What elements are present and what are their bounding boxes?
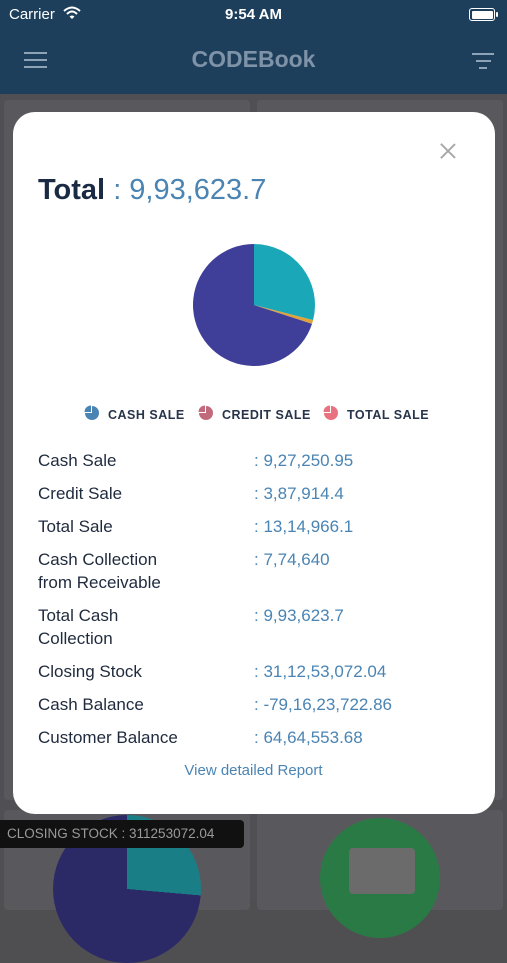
row-value: : 31,12,53,072.04 <box>254 662 387 681</box>
sales-pie-chart <box>193 244 315 366</box>
row-value: : 13,14,966.1 <box>254 517 354 536</box>
filter-icon[interactable] <box>472 53 494 69</box>
carrier-label: Carrier <box>9 6 55 23</box>
row-value: : 3,87,914.4 <box>254 484 344 503</box>
pie-slice[interactable] <box>254 244 315 321</box>
row-label: Total Cash Collection <box>38 606 119 648</box>
row-label: Customer Balance <box>38 728 178 747</box>
legend-credit-sale[interactable]: CREDIT SALE <box>198 405 311 422</box>
row-value: : 9,27,250.95 <box>254 451 354 470</box>
battery-icon <box>469 8 498 21</box>
pie-slice-icon <box>198 405 213 420</box>
row-value: : 7,74,640 <box>254 550 330 569</box>
total-heading: Total : 9,93,623.7 <box>38 174 266 207</box>
row-label: Cash Sale <box>38 451 117 470</box>
app-title: CODEBook <box>191 46 316 72</box>
row-label: Closing Stock <box>38 662 142 681</box>
top-bar: Carrier 9:54 AM CODEBook <box>0 0 507 94</box>
row-label: Total Sale <box>38 517 113 536</box>
close-icon[interactable] <box>436 139 460 163</box>
legend-total-sale[interactable]: TOTAL SALE <box>323 405 429 422</box>
pie-slice-icon <box>84 405 99 420</box>
row-value: : 64,64,553.68 <box>254 728 363 747</box>
row-label: Cash Collection from Receivable <box>38 550 161 592</box>
legend-label: TOTAL SALE <box>347 408 430 422</box>
hamburger-menu-icon[interactable] <box>24 52 47 68</box>
row-label: Credit Sale <box>38 484 123 503</box>
total-label: Total <box>38 174 106 206</box>
status-bar: Carrier 9:54 AM <box>0 0 507 28</box>
clock: 9:54 AM <box>225 6 282 23</box>
wifi-icon <box>63 6 81 24</box>
wallet-body <box>349 848 415 894</box>
total-value: : 9,93,623.7 <box>113 174 267 206</box>
pie-slice[interactable] <box>193 244 313 366</box>
legend-label: CASH SALE <box>108 408 185 422</box>
row-label: Cash Balance <box>38 695 144 714</box>
row-value: : -79,16,23,722.86 <box>254 695 393 714</box>
pie-slice-icon <box>323 405 338 420</box>
pie-slice[interactable] <box>254 305 314 324</box>
summary-modal <box>13 112 495 814</box>
row-value: : 9,93,623.7 <box>254 606 344 625</box>
closing-stock-tooltip: CLOSING STOCK : 311253072.04 <box>0 820 244 848</box>
legend-label: CREDIT SALE <box>222 408 311 422</box>
view-detailed-report-link[interactable]: View detailed Report <box>184 762 323 779</box>
legend-cash-sale[interactable]: CASH SALE <box>84 405 185 422</box>
